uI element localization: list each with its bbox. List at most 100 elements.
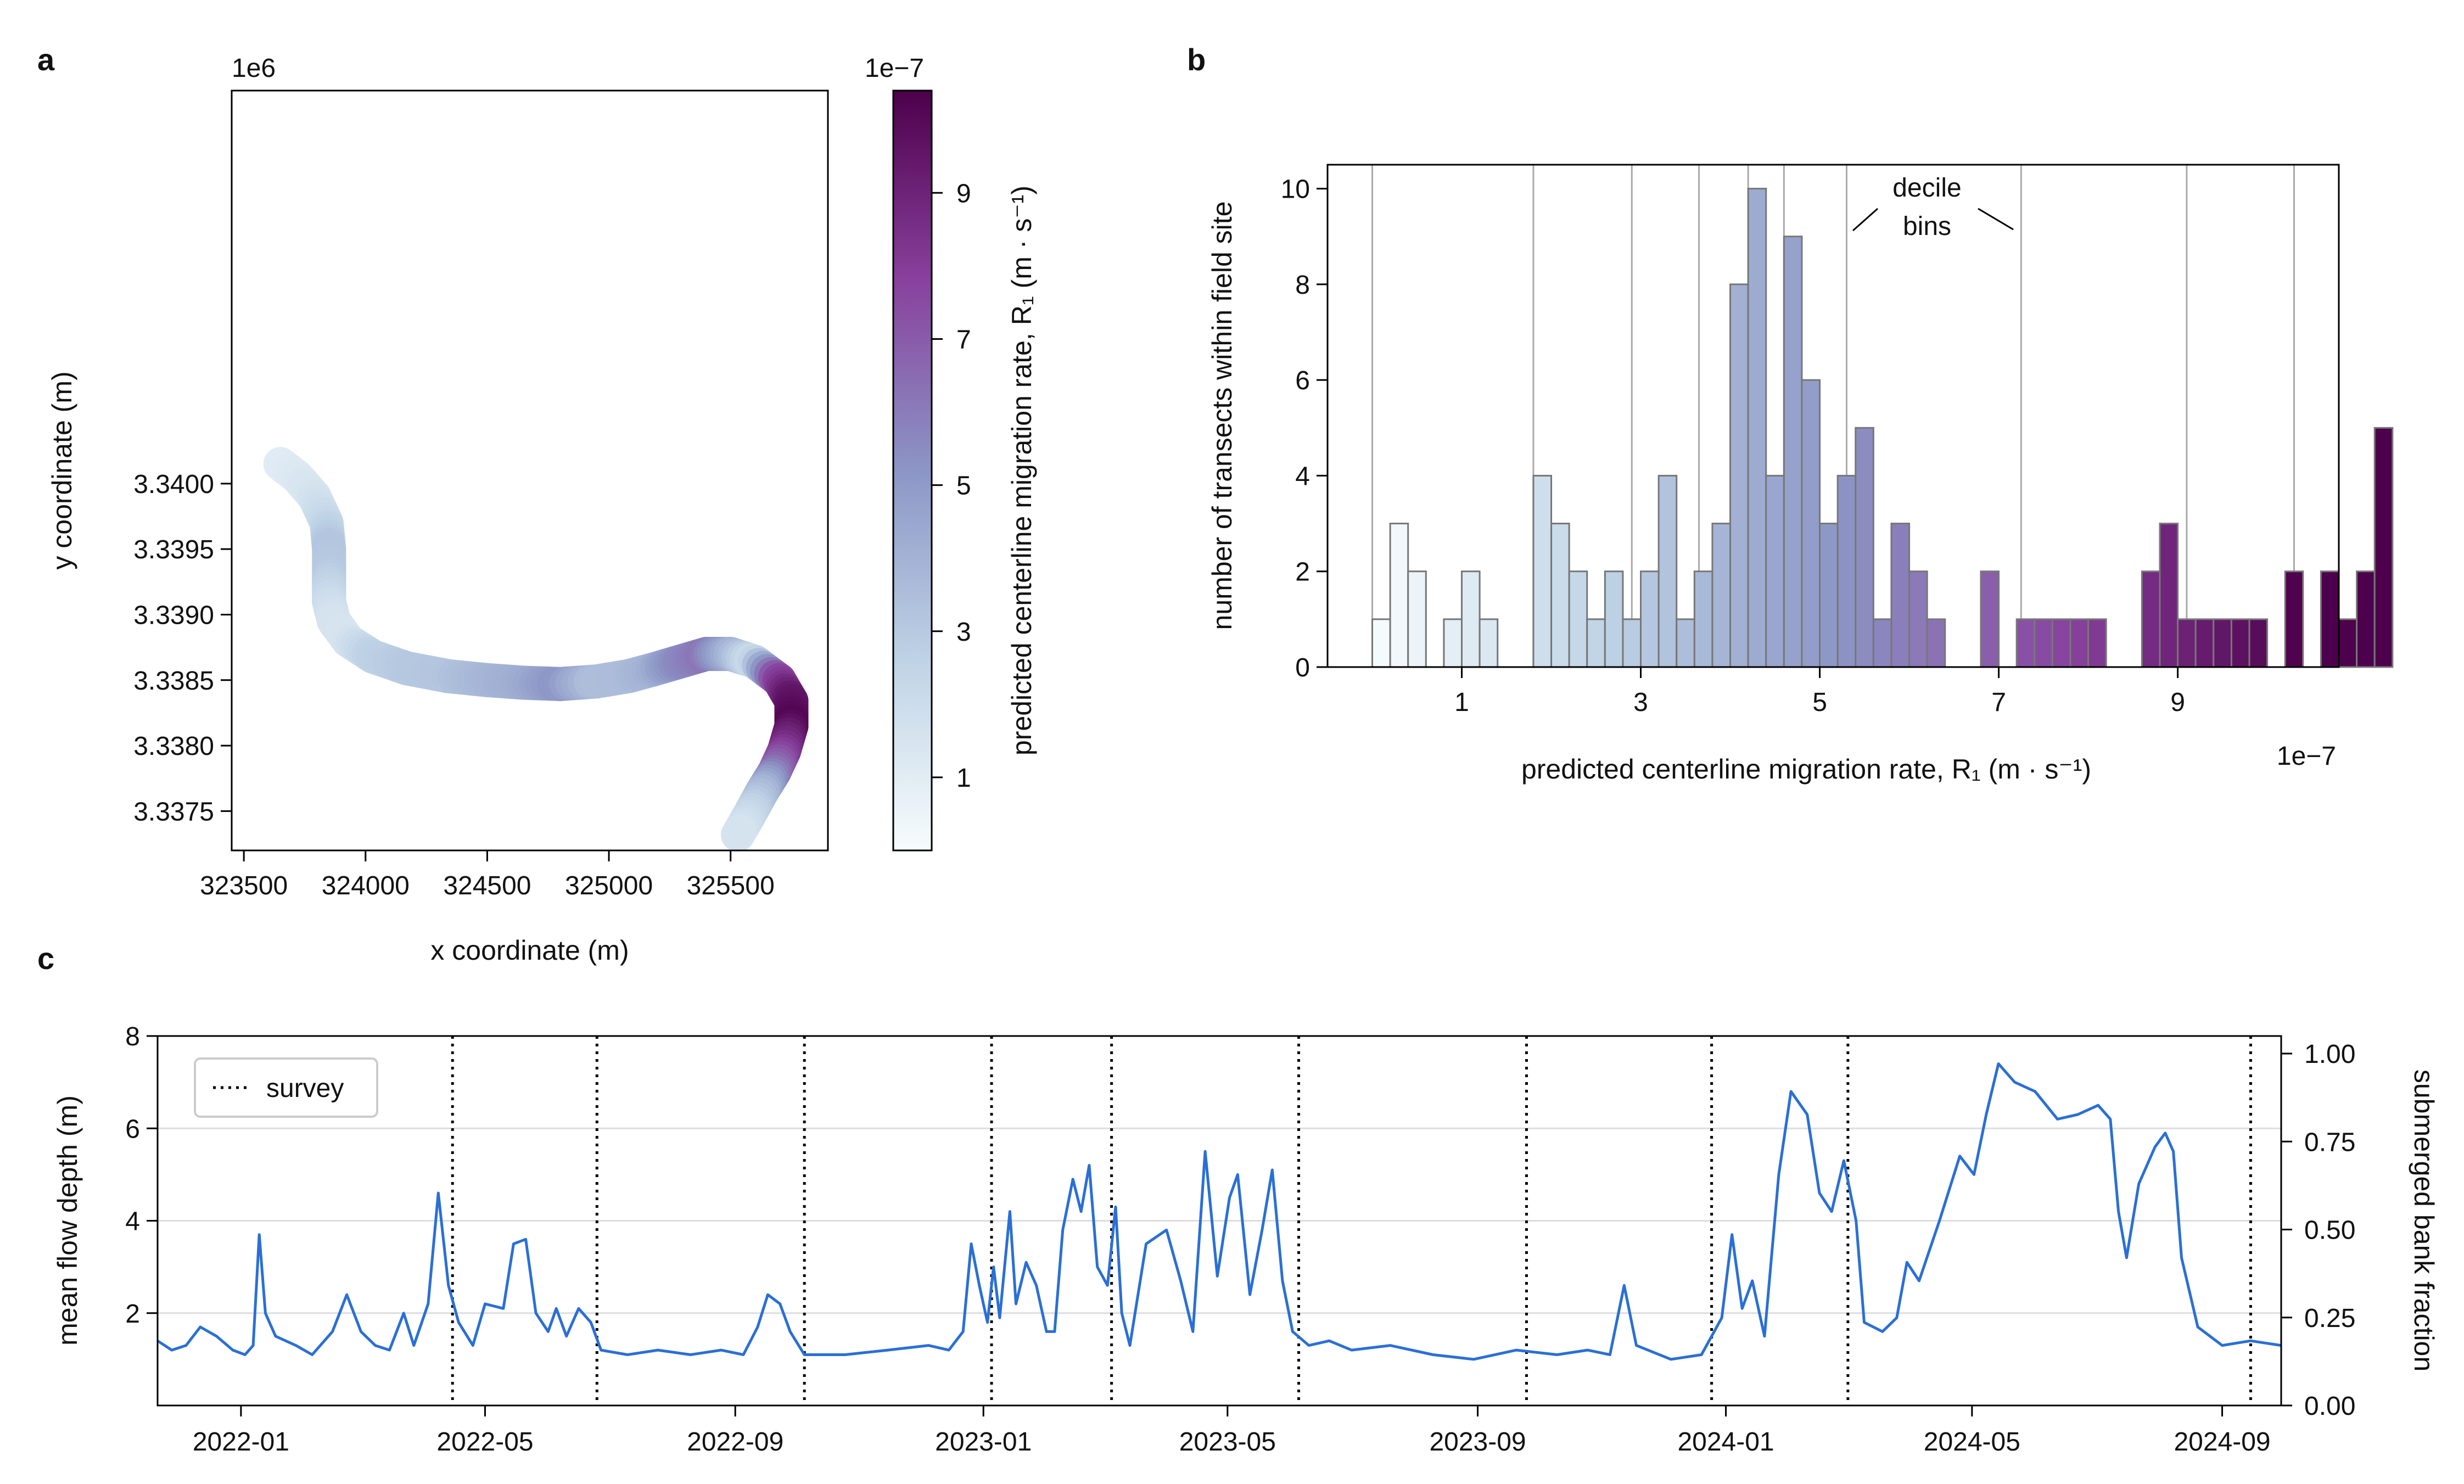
annotation-arrow-left [1852,208,1878,232]
map-y-tick-label: 3.3390 [133,601,214,630]
histogram-bar [1622,618,1642,668]
histogram-bar [2338,618,2358,668]
histogram-bar [2194,618,2215,668]
timeseries-x-ticks: 2022-01 2022-05 2022-09 2023-01 2023-05 2023-… [193,1405,2271,1457]
map-plot-frame [231,89,829,852]
timeseries-right-y-tick-label: 0.00 [2304,1392,2355,1421]
map-x-tick-label: 324500 [443,871,531,900]
timeseries-y-axis-label: mean flow depth (m) [52,1095,83,1346]
histogram-y-tick-label: 10 [1281,175,1310,204]
histogram-bar [2015,618,2036,668]
histogram-bar [1657,474,1678,668]
decile-annotation-line-2: bins [1903,212,1951,241]
histogram-bar [1711,523,1732,668]
map-y-tick-label: 3.3400 [133,470,214,499]
histogram-bar [1568,570,1588,668]
histogram-bar [1586,618,1606,668]
histogram-bar [2248,618,2269,668]
histogram-bar [1836,474,1857,668]
histogram-bar [1461,570,1481,668]
histogram-bar [1550,523,1570,668]
histogram-bar [1604,570,1624,668]
histogram-bar [1676,618,1695,668]
map-x-ticks: 323500 324000 324500 325000 325500 [200,850,775,900]
timeseries-x-tick-label: 2022-05 [436,1427,533,1457]
map-y-tick-label: 3.3380 [133,732,214,761]
histogram-bar [1890,523,1911,668]
histogram-bar [1855,427,1874,668]
histogram-bar [2141,570,2161,668]
histogram-bar [1407,570,1427,668]
colorbar-tick-label: 7 [956,325,971,354]
colorbar-offset-label: 1e−7 [865,54,924,83]
histogram-x-ticks: 1 3 5 7 9 [1454,667,2185,717]
map-y-ticks: 3.3375 3.3380 3.3385 3.3390 3.3395 3.3400 [133,470,232,826]
histogram-bar [1479,618,1499,668]
legend-survey-label: survey [266,1074,344,1103]
timeseries-y-tick-label: 2 [125,1300,140,1329]
colorbar-tick-label: 5 [956,472,971,501]
timeseries-x-tick-label: 2023-09 [1429,1427,1526,1457]
histogram-bar [1532,474,1553,668]
timeseries-panel: 2022-01 2022-05 2022-09 2023-01 2023-05 2023-… [52,1022,2439,1457]
histogram-x-offset-label: 1e−7 [2277,742,2336,771]
timeseries-y-tick-label: 6 [125,1115,140,1144]
timeseries-x-tick-label: 2024-01 [1677,1427,1774,1457]
timeseries-x-tick-label: 2024-05 [1924,1427,2020,1457]
flow-depth-line [156,1062,2282,1361]
map-x-tick-label: 325000 [565,871,653,900]
colorbar [892,89,933,852]
histogram-bar [2051,618,2071,668]
histogram-bar [2320,570,2340,668]
map-y-tick-label: 3.3375 [133,797,214,826]
timeseries-right-y-tick-label: 0.25 [2304,1304,2355,1333]
map-y-tick-label: 3.3395 [133,535,214,564]
histogram-bar [1693,570,1713,668]
histogram-bar [1801,379,1821,668]
map-y-offset-label: 1e6 [232,54,276,83]
timeseries-x-tick-label: 2022-09 [687,1427,783,1457]
histogram-x-tick-label: 7 [1991,688,2006,717]
histogram-x-tick-label: 9 [2170,688,2185,717]
centerline-segment [720,814,757,852]
colorbar-tick-label: 1 [956,764,971,793]
colorbar-tick-label: 3 [956,618,971,647]
map-y-axis-label: y coordinate (m) [47,371,77,569]
timeseries-right-y-tick-label: 0.50 [2304,1216,2355,1245]
panel-label-a: a [37,42,55,77]
histogram-bar [1872,618,1892,668]
timeseries-right-y-ticks: 0.00 0.25 0.50 0.75 1.00 [2281,1040,2355,1421]
histogram-y-tick-label: 8 [1295,271,1310,300]
histogram-plot-frame [1326,164,2340,668]
timeseries-x-tick-label: 2024-09 [2174,1427,2270,1457]
decile-annotation-line-1: decile [1892,173,1961,203]
timeseries-right-y-tick-label: 1.00 [2304,1040,2355,1069]
histogram-panel: 1 3 5 7 9 0 2 4 6 8 10 1e−7 predicted centerline … [1207,164,2394,785]
legend: survey [194,1057,378,1118]
histogram-x-axis-label: predicted centerline migration rate, R₁ … [1521,754,2091,785]
histogram-bar [2356,570,2376,668]
histogram-bar [1443,618,1463,668]
histogram-bar [1729,283,1749,668]
histogram-bar [2159,523,2179,668]
histogram-bar [2177,618,2197,668]
histogram-bar [2087,618,2107,668]
histogram-bar [1747,188,1767,668]
map-y-tick-label: 3.3385 [133,667,214,696]
histogram-x-tick-label: 5 [1812,688,1827,717]
histogram-y-tick-label: 4 [1295,462,1310,491]
histogram-y-axis-label: number of transects within field site [1207,201,1237,630]
legend-box [194,1057,378,1118]
histogram-bar [1926,618,1946,668]
histogram-bar [1389,523,1409,668]
colorbar-tick-label: 9 [956,179,971,208]
map-x-tick-label: 323500 [200,871,288,900]
histogram-bar [1980,570,2000,668]
histogram-bar [1819,523,1839,668]
panel-label-c: c [37,941,54,976]
histogram-bar [1371,618,1391,668]
histogram-bars [1371,188,2394,668]
decile-annotation: decile bins [1852,173,2014,241]
timeseries-x-tick-label: 2022-01 [193,1427,289,1457]
